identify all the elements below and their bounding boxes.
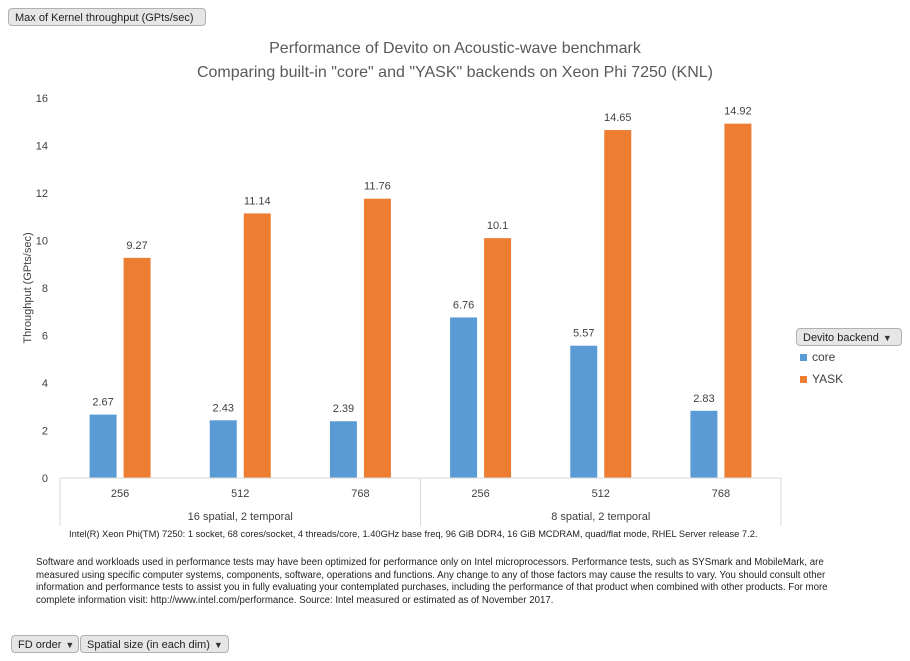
chart-title-line1: Performance of Devito on Acoustic-wave b… xyxy=(269,40,642,57)
y-tick-label: 12 xyxy=(36,188,48,200)
x-tick-label: 768 xyxy=(712,488,730,500)
y-tick-label: 14 xyxy=(36,141,48,153)
x-tick-label: 512 xyxy=(592,488,610,500)
bar-core xyxy=(690,410,718,478)
value-field-label: Max of Kernel throughput (GPts/sec) xyxy=(15,12,194,24)
data-label-yask: 11.76 xyxy=(364,181,391,193)
dropdown-arrow-icon: ▼ xyxy=(65,640,75,650)
y-tick-label: 0 xyxy=(42,473,48,485)
data-label-yask: 14.92 xyxy=(724,106,752,118)
data-label-core: 2.39 xyxy=(333,403,354,415)
spec-note: Intel(R) Xeon Phi(TM) 7250: 1 socket, 68… xyxy=(69,529,758,539)
data-label-core: 2.67 xyxy=(92,397,113,409)
legend-label-yask: YASK xyxy=(812,372,844,386)
data-label-core: 2.83 xyxy=(693,393,714,405)
spatial-size-label: Spatial size (in each dim) xyxy=(87,639,210,651)
bar-yask xyxy=(724,123,752,479)
bar-core xyxy=(89,414,117,478)
chart-title-line2: Comparing built-in "core" and "YASK" bac… xyxy=(197,64,713,81)
x-tick-label: 256 xyxy=(471,488,489,500)
bar-yask xyxy=(604,130,632,478)
bar-yask xyxy=(484,238,512,478)
y-axis-label: Throughput (GPts/sec) xyxy=(22,232,34,343)
y-tick-label: 2 xyxy=(42,426,48,438)
bar-yask xyxy=(363,198,391,478)
x-tick-label: 768 xyxy=(351,488,369,500)
x-tick-label: 512 xyxy=(231,488,249,500)
value-field-button[interactable]: Max of Kernel throughput (GPts/sec) xyxy=(8,8,206,26)
y-tick-label: 6 xyxy=(42,331,48,343)
legend-title: Devito backend xyxy=(803,332,879,344)
data-label-core: 2.43 xyxy=(213,402,234,414)
data-label-yask: 10.1 xyxy=(487,220,508,232)
legend-label-core: core xyxy=(812,350,836,364)
data-label-yask: 11.14 xyxy=(244,195,271,207)
legend-item-core: core xyxy=(800,350,835,364)
data-label-yask: 14.65 xyxy=(604,112,632,124)
legend-field-button[interactable]: Devito backend ▼ xyxy=(796,328,902,346)
y-tick-label: 4 xyxy=(42,378,48,390)
legend-swatch-yask xyxy=(800,376,807,384)
y-tick-label: 16 xyxy=(36,93,48,105)
dropdown-arrow-icon: ▼ xyxy=(882,333,892,343)
legend-swatch-core xyxy=(800,354,807,362)
spatial-size-filter-button[interactable]: Spatial size (in each dim) ▼ xyxy=(80,635,229,653)
legend-item-yask: YASK xyxy=(800,372,843,386)
x-group-label: 16 spatial, 2 temporal xyxy=(188,511,293,523)
y-tick-label: 8 xyxy=(42,283,48,295)
fd-order-filter-button[interactable]: FD order ▼ xyxy=(11,635,79,653)
x-tick-label: 256 xyxy=(111,488,129,500)
disclaimer-text: Software and workloads used in performan… xyxy=(36,557,828,606)
data-label-core: 6.76 xyxy=(453,299,474,311)
data-label-yask: 9.27 xyxy=(126,240,147,252)
x-group-label: 8 spatial, 2 temporal xyxy=(551,511,650,523)
bar-core xyxy=(450,317,478,478)
data-label-core: 5.57 xyxy=(573,328,594,340)
bar-yask xyxy=(243,213,271,479)
bar-yask xyxy=(123,257,151,478)
y-tick-label: 10 xyxy=(36,236,48,248)
bar-core xyxy=(209,420,237,478)
bar-core xyxy=(329,421,357,478)
dropdown-arrow-icon: ▼ xyxy=(213,640,223,650)
fd-order-label: FD order xyxy=(18,639,62,651)
bar-core xyxy=(570,345,598,478)
